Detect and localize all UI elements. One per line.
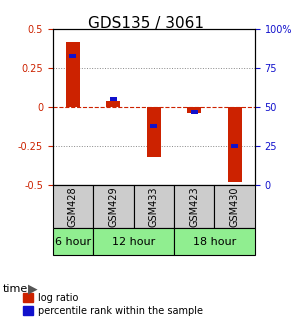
Bar [231, 144, 238, 148]
FancyBboxPatch shape [53, 185, 93, 228]
Bar [150, 124, 157, 128]
FancyBboxPatch shape [174, 185, 214, 228]
FancyBboxPatch shape [93, 228, 174, 255]
Bar [187, 107, 201, 113]
Text: 18 hour: 18 hour [193, 237, 236, 247]
Bar [110, 97, 117, 101]
FancyBboxPatch shape [214, 185, 255, 228]
Legend: log ratio, percentile rank within the sample: log ratio, percentile rank within the sa… [20, 289, 207, 320]
Text: 6 hour: 6 hour [55, 237, 91, 247]
Bar [191, 110, 198, 114]
Text: GSM429: GSM429 [108, 186, 118, 227]
Text: ▶: ▶ [28, 283, 38, 296]
Bar [147, 107, 161, 157]
Text: 12 hour: 12 hour [112, 237, 155, 247]
Text: GSM428: GSM428 [68, 186, 78, 227]
FancyBboxPatch shape [134, 185, 174, 228]
FancyBboxPatch shape [174, 228, 255, 255]
Text: time: time [3, 284, 28, 294]
Text: GDS135 / 3061: GDS135 / 3061 [88, 16, 205, 31]
Text: GSM423: GSM423 [189, 186, 199, 227]
Bar [106, 101, 120, 107]
FancyBboxPatch shape [53, 228, 93, 255]
FancyBboxPatch shape [93, 185, 134, 228]
Bar [66, 42, 80, 107]
Bar [228, 107, 242, 181]
Text: GSM433: GSM433 [149, 186, 159, 227]
Bar [69, 54, 76, 58]
Text: GSM430: GSM430 [230, 186, 240, 227]
